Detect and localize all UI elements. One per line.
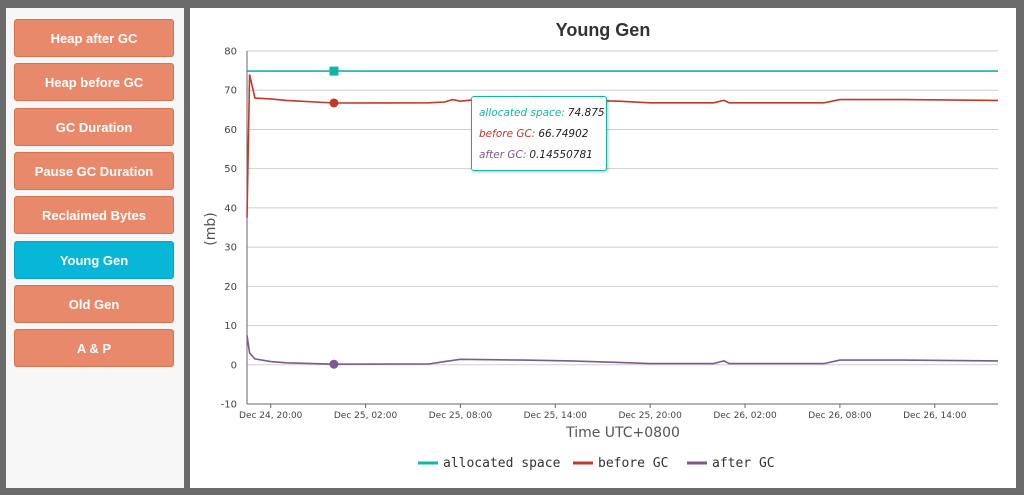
y-axis-label: (mb)	[203, 212, 219, 245]
tooltip-row-before-gc: before GC: 66.74902	[479, 124, 599, 145]
series-line-after-GC	[246, 335, 999, 366]
hover-marker	[329, 98, 339, 108]
nav-reclaimed-bytes-button[interactable]: Reclaimed Bytes	[14, 196, 174, 234]
nav-a-and-p-button[interactable]: A & P	[14, 329, 174, 367]
y-tick-label: 20	[224, 282, 237, 293]
nav-pause-gc-duration-button[interactable]: Pause GC Duration	[14, 152, 174, 190]
series-layer	[246, 70, 999, 366]
chart-title: Young Gen	[556, 20, 651, 40]
hover-marker	[329, 66, 339, 76]
nav-old-gen-button[interactable]: Old Gen	[14, 285, 174, 323]
tooltip-value: 0.14550781	[529, 149, 593, 161]
tooltip-value: 74.875	[567, 107, 605, 119]
legend-label: before GC	[598, 456, 668, 471]
tooltip-label: before GC:	[479, 128, 536, 140]
y-tick-label: 40	[224, 203, 237, 214]
x-axis-label: Time UTC+0800	[565, 425, 680, 441]
y-tick-label: 80	[224, 47, 237, 58]
hover-marker-layer	[329, 66, 339, 369]
y-tick-label: 30	[224, 243, 237, 254]
y-tick-label: 0	[231, 360, 237, 371]
chart-tooltip: allocated space: 74.875 before GC: 66.7490…	[471, 96, 607, 171]
nav-heap-after-gc-button[interactable]: Heap after GC	[14, 19, 174, 57]
legend-label: after GC	[712, 456, 775, 471]
x-tick-label: Dec 25, 02:00	[334, 411, 398, 421]
x-tick-label: Dec 26, 02:00	[713, 411, 777, 421]
chart-panel: Young Gen -10 0 10 20 30 40 50 60 70 80 Dec 24, 20…	[190, 8, 1016, 488]
tooltip-value: 66.74902	[538, 128, 589, 140]
hover-marker	[329, 359, 339, 369]
y-tick-label: 70	[224, 86, 237, 97]
legend: allocated space before GC after GC	[418, 456, 775, 471]
nav-gc-duration-button[interactable]: GC Duration	[14, 108, 174, 146]
nav-young-gen-button[interactable]: Young Gen	[14, 241, 174, 279]
x-tick-label: Dec 25, 08:00	[429, 411, 493, 421]
nav-heap-before-gc-button[interactable]: Heap before GC	[14, 63, 174, 101]
y-tick-label: -10	[221, 400, 237, 411]
y-tick-label: 50	[224, 164, 237, 175]
tooltip-row-allocated: allocated space: 74.875	[479, 103, 605, 124]
x-tick-label: Dec 24, 20:00	[239, 411, 303, 421]
y-tick-label: 60	[224, 125, 237, 136]
x-tick-label: Dec 25, 14:00	[524, 411, 588, 421]
tooltip-row-after-gc: after GC: 0.14550781	[479, 145, 599, 166]
series-line-before-GC	[246, 74, 999, 218]
tooltip-label: after GC:	[479, 149, 527, 161]
grid-layer	[247, 50, 998, 405]
sidebar: Heap after GC Heap before GC GC Duration…	[6, 8, 184, 488]
x-tick-label: Dec 26, 14:00	[903, 411, 967, 421]
axis-layer: -10 0 10 20 30 40 50 60 70 80 Dec 24, 20:00 Dec 25,…	[221, 47, 998, 421]
legend-label: allocated space	[443, 456, 561, 471]
tooltip-label: allocated space:	[479, 107, 565, 119]
chart-svg[interactable]: Young Gen -10 0 10 20 30 40 50 60 70 80 Dec 24, 20…	[190, 8, 1016, 488]
x-tick-label: Dec 26, 08:00	[808, 411, 872, 421]
x-tick-label: Dec 25, 20:00	[618, 411, 682, 421]
y-tick-label: 10	[224, 321, 237, 332]
